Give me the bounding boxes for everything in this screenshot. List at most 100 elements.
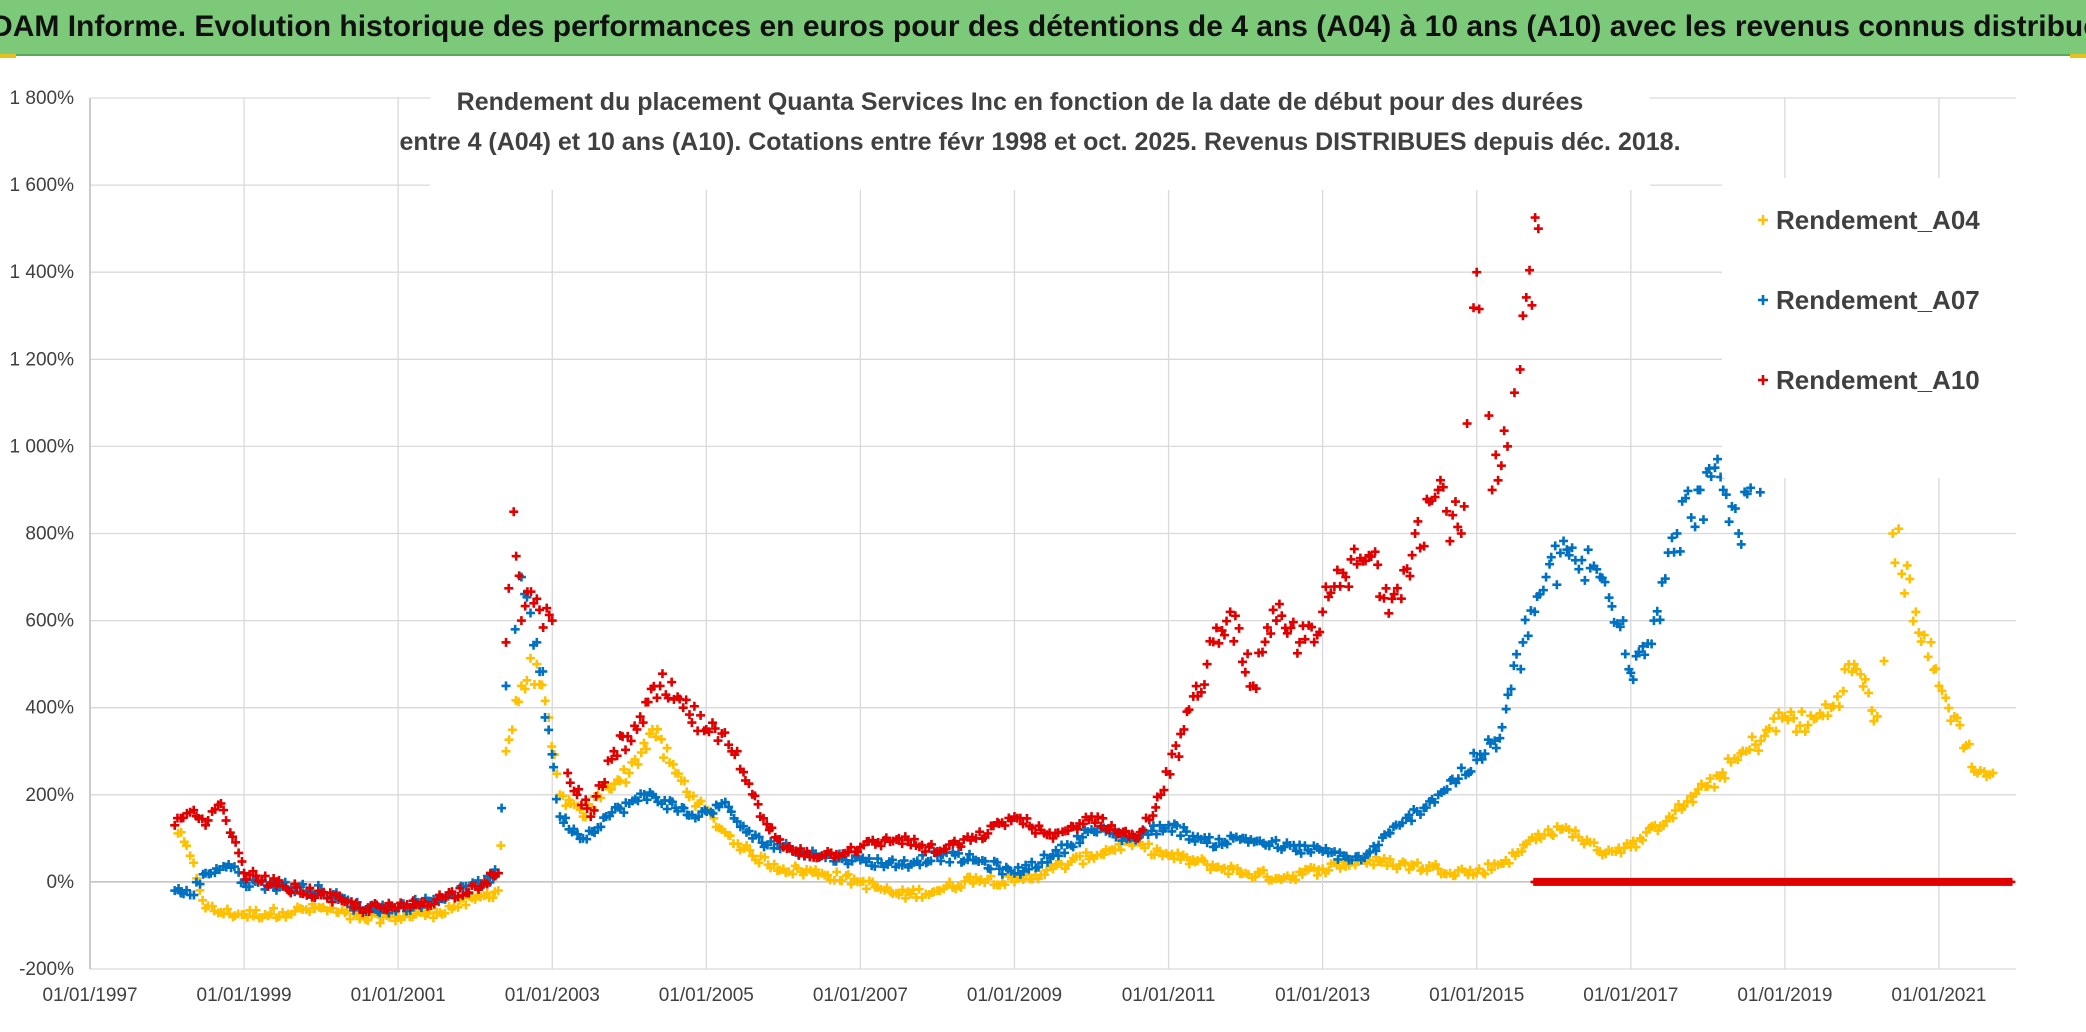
data-point bbox=[1191, 681, 1201, 691]
data-point bbox=[621, 778, 631, 788]
data-point bbox=[504, 735, 514, 745]
data-point bbox=[1934, 681, 1944, 691]
data-point bbox=[1335, 863, 1345, 873]
y-tick-label: 200% bbox=[25, 785, 74, 806]
data-point bbox=[1911, 607, 1921, 617]
data-point bbox=[1075, 851, 1085, 861]
data-point bbox=[1435, 475, 1445, 485]
chart-title-line-2: entre 4 (A04) et 10 ans (A10). Cotations… bbox=[399, 128, 1680, 156]
data-point bbox=[210, 804, 220, 814]
data-point bbox=[645, 729, 655, 739]
data-point bbox=[767, 823, 777, 833]
data-point bbox=[490, 871, 500, 881]
data-point bbox=[1721, 490, 1731, 500]
data-point bbox=[274, 875, 284, 885]
data-point bbox=[590, 828, 600, 838]
data-point bbox=[1661, 816, 1671, 826]
data-point bbox=[364, 907, 374, 917]
data-point bbox=[1518, 311, 1528, 321]
legend-label: Rendement_A10 bbox=[1776, 365, 1980, 395]
data-point bbox=[930, 848, 940, 858]
data-point bbox=[823, 870, 833, 880]
data-point bbox=[1027, 823, 1037, 833]
data-point bbox=[1451, 497, 1461, 507]
data-point bbox=[725, 831, 735, 841]
data-point bbox=[788, 869, 798, 879]
data-point bbox=[690, 813, 700, 823]
data-point bbox=[237, 857, 247, 867]
data-point bbox=[1622, 839, 1632, 849]
data-point bbox=[1286, 623, 1296, 633]
data-point bbox=[544, 610, 554, 620]
data-point bbox=[1271, 616, 1281, 626]
data-point bbox=[286, 888, 296, 898]
banner-corner-right bbox=[2070, 54, 2086, 58]
data-point bbox=[689, 701, 699, 711]
data-point bbox=[643, 697, 653, 707]
series-Rendement_A10 bbox=[170, 213, 1543, 918]
data-point bbox=[1045, 852, 1055, 862]
data-point bbox=[1314, 865, 1324, 875]
data-point bbox=[1902, 560, 1912, 570]
data-point bbox=[1346, 554, 1356, 564]
data-point bbox=[1222, 839, 1232, 849]
data-point bbox=[1243, 649, 1253, 659]
data-point bbox=[1525, 265, 1535, 275]
data-point bbox=[1713, 454, 1723, 464]
data-point bbox=[926, 839, 936, 849]
series-Rendement_A10-zero bbox=[1530, 877, 2016, 886]
data-point bbox=[1468, 870, 1478, 880]
data-point bbox=[1000, 880, 1010, 890]
data-point bbox=[1783, 715, 1793, 725]
data-point bbox=[526, 587, 536, 597]
data-point bbox=[652, 693, 662, 703]
data-point bbox=[600, 777, 610, 787]
data-point bbox=[1381, 583, 1391, 593]
data-point bbox=[1456, 529, 1466, 538]
data-point bbox=[1834, 702, 1844, 712]
data-point bbox=[1217, 626, 1227, 636]
data-point bbox=[1900, 588, 1910, 598]
data-point bbox=[798, 870, 808, 880]
data-point bbox=[488, 893, 498, 903]
data-point bbox=[1686, 513, 1696, 523]
data-point bbox=[1211, 841, 1221, 851]
data-point bbox=[720, 797, 730, 807]
data-point bbox=[1040, 870, 1050, 880]
data-point bbox=[754, 832, 764, 842]
data-point bbox=[1583, 545, 1593, 555]
data-point bbox=[1521, 292, 1531, 302]
data-point bbox=[758, 813, 768, 823]
data-point bbox=[678, 703, 688, 713]
data-point bbox=[750, 791, 760, 801]
data-point bbox=[985, 864, 995, 874]
data-point bbox=[641, 744, 651, 754]
data-point bbox=[231, 837, 241, 847]
data-point bbox=[1238, 833, 1248, 843]
data-point bbox=[847, 856, 857, 866]
data-point bbox=[696, 710, 706, 720]
data-point bbox=[1006, 816, 1016, 826]
data-point bbox=[1276, 875, 1286, 885]
data-point bbox=[1199, 680, 1209, 690]
data-point bbox=[1174, 752, 1184, 762]
data-point bbox=[861, 884, 871, 894]
data-point bbox=[351, 898, 361, 908]
data-point bbox=[606, 784, 616, 794]
data-point bbox=[708, 808, 718, 818]
data-point bbox=[668, 759, 678, 769]
data-point bbox=[182, 841, 192, 851]
data-point bbox=[1523, 631, 1533, 641]
data-point bbox=[322, 893, 332, 903]
data-point bbox=[775, 865, 785, 875]
data-point bbox=[514, 571, 524, 581]
data-point bbox=[251, 871, 261, 881]
data-point bbox=[1628, 675, 1638, 685]
data-point bbox=[760, 852, 770, 862]
data-point bbox=[630, 755, 640, 765]
data-point bbox=[1634, 647, 1644, 657]
data-point bbox=[811, 865, 821, 875]
data-point bbox=[1262, 623, 1272, 633]
data-point bbox=[1335, 581, 1345, 591]
data-point bbox=[182, 885, 192, 895]
